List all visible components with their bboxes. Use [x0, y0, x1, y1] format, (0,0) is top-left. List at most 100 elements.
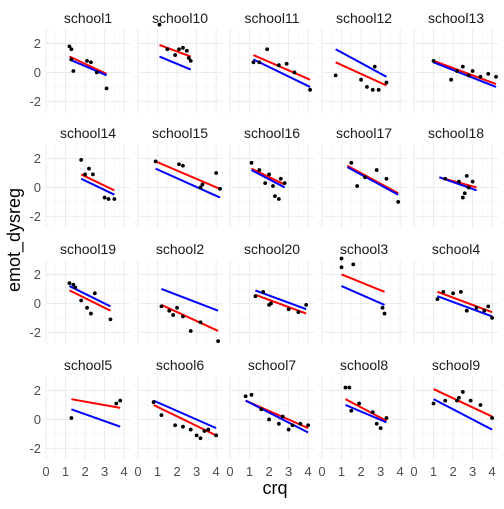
data-point	[251, 60, 256, 65]
red-fit-line	[155, 160, 221, 190]
x-tick-label: 0	[318, 464, 325, 479]
x-tick-label: 2	[81, 464, 88, 479]
red-fit-line	[341, 273, 385, 293]
facet-strip-label: school13	[428, 10, 484, 26]
data-point	[431, 58, 436, 63]
data-point	[359, 77, 363, 82]
data-point	[276, 421, 281, 426]
data-point	[304, 302, 309, 307]
facet-strip-label: school6	[156, 357, 204, 373]
data-point	[73, 285, 78, 290]
data-point	[378, 426, 383, 431]
data-point	[363, 175, 367, 180]
data-point	[249, 160, 254, 165]
data-point	[455, 398, 459, 403]
facet-panel-school18: school18	[413, 125, 498, 228]
data-point	[349, 408, 354, 413]
data-point	[365, 85, 369, 89]
y-tick-label: -2	[29, 441, 41, 456]
x-tick-label: 2	[449, 464, 456, 479]
data-point	[269, 301, 273, 306]
data-point	[79, 158, 84, 162]
data-point	[188, 329, 193, 333]
data-point	[216, 339, 220, 344]
blue-fit-line	[159, 55, 192, 71]
x-tick-label: 4	[397, 464, 404, 479]
data-point	[490, 416, 495, 420]
data-point	[455, 69, 459, 73]
data-point	[372, 64, 377, 69]
x-tick-label: 3	[193, 464, 200, 479]
x-tick-label: 1	[246, 464, 253, 479]
blue-fit-line	[161, 288, 219, 312]
data-point	[188, 427, 193, 432]
y-tick-label: -2	[29, 209, 41, 224]
y-tick-label: 2	[34, 151, 41, 166]
data-point	[79, 298, 84, 303]
data-point	[349, 160, 354, 165]
x-tick-label: 1	[62, 464, 69, 479]
data-point	[67, 44, 72, 49]
data-point	[370, 410, 375, 415]
data-point	[464, 308, 469, 313]
data-point	[85, 305, 89, 310]
data-point	[280, 414, 285, 419]
data-point	[339, 265, 344, 270]
facet-strip-label: school20	[244, 241, 300, 257]
data-point	[112, 197, 117, 201]
data-point	[85, 58, 89, 63]
data-point	[376, 87, 381, 92]
facet-strip-label: school9	[432, 357, 480, 373]
data-point	[249, 392, 254, 397]
facet-panel-school7: school7 0 1 2 3 4	[226, 357, 314, 479]
x-tick-label: 4	[213, 464, 220, 479]
facet-strip-label: school8	[340, 357, 388, 373]
data-point	[89, 311, 93, 316]
y-tick-label: -2	[29, 325, 41, 340]
x-tick-label: 3	[377, 464, 384, 479]
data-point	[292, 70, 297, 75]
data-point	[494, 74, 498, 79]
red-fit-line	[251, 167, 286, 186]
red-fit-line	[335, 61, 387, 87]
data-point	[396, 200, 401, 204]
facet-strip-label: school7	[248, 357, 296, 373]
data-point	[69, 57, 74, 62]
facet-panel-school1: school1 -2 0 2	[29, 10, 130, 113]
red-fit-line	[159, 43, 192, 58]
data-point	[181, 424, 185, 429]
data-point	[286, 307, 291, 312]
data-point	[273, 194, 277, 199]
facet-panel-school6: school6 0 1 2 3 4	[134, 357, 222, 479]
data-point	[157, 22, 162, 27]
data-point	[298, 421, 303, 426]
facet-strip-label: school15	[152, 125, 208, 141]
data-point	[282, 181, 287, 186]
data-point	[482, 308, 487, 313]
data-point	[159, 304, 164, 309]
data-point	[460, 195, 465, 200]
x-tick-label: 0	[42, 464, 49, 479]
data-point	[153, 159, 158, 164]
data-point	[286, 427, 291, 432]
data-point	[457, 395, 461, 400]
data-point	[460, 390, 465, 394]
x-tick-label: 1	[430, 464, 437, 479]
red-fit-line	[71, 398, 121, 409]
data-point	[194, 433, 199, 438]
facet-panel-school3: school3	[321, 241, 406, 344]
blue-fit-line	[80, 177, 115, 196]
data-point	[466, 185, 471, 190]
red-fit-line	[253, 54, 311, 81]
facet-panel-school19: school19 -2 0 2	[29, 241, 130, 344]
data-point	[435, 297, 440, 302]
y-tick-label: 2	[34, 267, 41, 282]
data-point	[151, 400, 156, 404]
data-point	[198, 320, 203, 325]
data-point	[198, 436, 203, 441]
data-point	[370, 87, 375, 92]
blue-fit-line	[68, 285, 111, 308]
facet-strip-label: school1	[64, 10, 112, 26]
facet-panel-school9: school9 0 1 2 3 4	[410, 357, 498, 479]
red-fit-line	[433, 388, 493, 418]
